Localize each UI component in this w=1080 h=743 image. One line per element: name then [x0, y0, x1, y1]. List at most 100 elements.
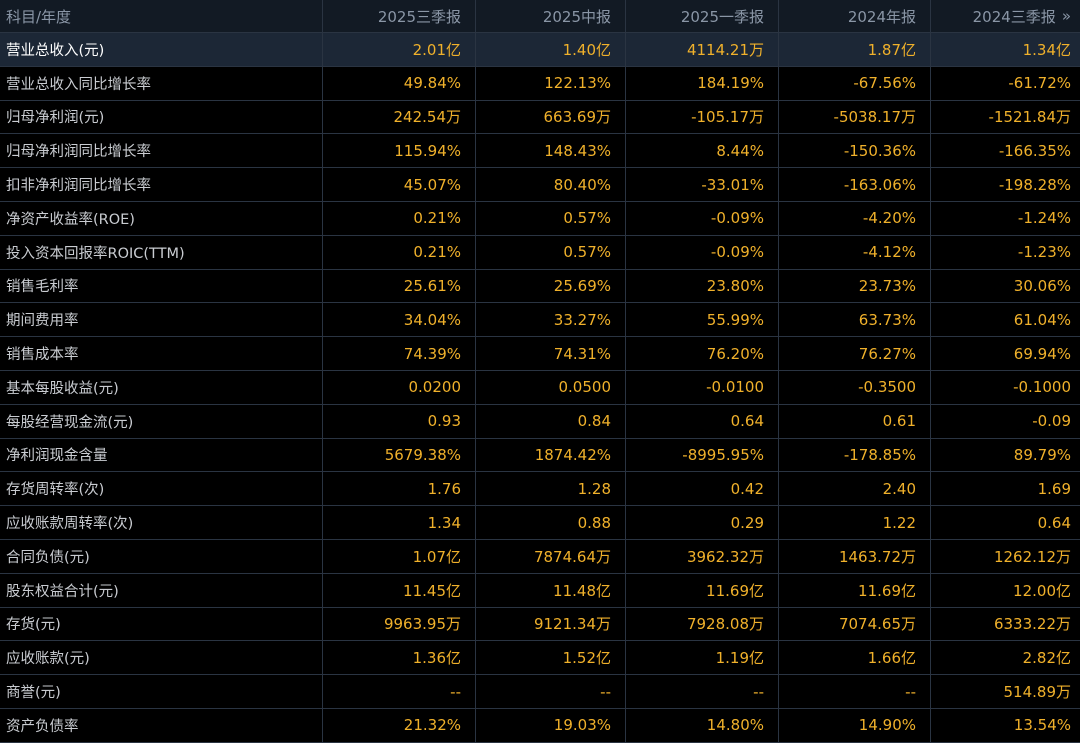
- table-row[interactable]: 营业总收入同比增长率 49.84% 122.13% 184.19% -67.56% -61…: [0, 66, 1080, 101]
- row-label: 归母净利润同比增长率: [0, 134, 323, 168]
- table-row[interactable]: 应收账款(元) 1.36亿 1.52亿 1.19亿 1.66亿 2.82亿: [0, 641, 1080, 676]
- row-label: 扣非净利润同比增长率: [0, 168, 323, 201]
- row-label: 归母净利润(元): [0, 100, 323, 134]
- header-period-4[interactable]: 2024年报: [779, 0, 931, 32]
- table-row[interactable]: 销售成本率 74.39% 74.31% 76.20% 76.27% 69.94%: [0, 337, 1080, 371]
- row-value-period-2: 0.84: [476, 404, 626, 438]
- table-row[interactable]: 合同负债(元) 1.07亿 7874.64万 3962.32万 1463.72万 1262…: [0, 539, 1080, 574]
- row-value-period-5: -1.23%: [1017, 243, 1071, 262]
- row-label: 投入资本回报率ROIC(TTM): [0, 235, 323, 269]
- row-value-period-1: 11.45亿: [323, 573, 476, 607]
- table-row[interactable]: 归母净利润(元) 242.54万 663.69万 -105.17万 -5038.17万 -…: [0, 100, 1080, 135]
- row-value-period-5: -1521.84万: [988, 108, 1071, 127]
- row-value-period-4: -163.06%: [779, 168, 931, 201]
- row-value-period-1: 1.07亿: [323, 539, 476, 573]
- row-value-period-5: -166.35%: [998, 141, 1071, 160]
- header-period-1[interactable]: 2025三季报: [323, 0, 476, 32]
- row-value-period-2: 80.40%: [476, 168, 626, 201]
- row-value-period-4: -178.85%: [779, 438, 931, 472]
- row-value-period-5: 2.82亿: [1022, 649, 1071, 668]
- row-value-period-1: 242.54万: [323, 100, 476, 134]
- row-value-period-5: 0.64: [1037, 513, 1071, 532]
- table-row[interactable]: 资产负债率 21.32% 19.03% 14.80% 14.90% 13.54%: [0, 708, 1080, 743]
- table-row[interactable]: 基本每股收益(元) 0.0200 0.0500 -0.0100 -0.3500 -0.10…: [0, 370, 1080, 405]
- row-value-period-4: -150.36%: [779, 134, 931, 168]
- row-value-period-1: 25.61%: [323, 269, 476, 303]
- row-value-period-1: 9963.95万: [323, 607, 476, 641]
- row-value-period-2: 33.27%: [476, 303, 626, 337]
- row-value-period-3: -0.0100: [626, 370, 779, 404]
- header-period-5[interactable]: 2024三季报 »: [931, 0, 1080, 32]
- row-label: 销售成本率: [0, 337, 323, 370]
- table-row[interactable]: 存货(元) 9963.95万 9121.34万 7928.08万 7074.65万 633…: [0, 607, 1080, 642]
- row-value-period-2: 11.48亿: [476, 573, 626, 607]
- row-value-period-3: -8995.95%: [626, 438, 779, 472]
- row-value-period-2: 1.28: [476, 472, 626, 506]
- row-label: 应收账款周转率(次): [0, 506, 323, 539]
- row-label: 合同负债(元): [0, 539, 323, 573]
- row-value-period-4: -67.56%: [779, 66, 931, 100]
- table-row[interactable]: 销售毛利率 25.61% 25.69% 23.80% 23.73% 30.06%: [0, 269, 1080, 304]
- table-body: 营业总收入(元) 2.01亿 1.40亿 4114.21万 1.87亿 1.34亿 营业总收…: [0, 33, 1080, 743]
- more-columns-icon[interactable]: »: [1061, 7, 1071, 25]
- row-value-period-1: 45.07%: [323, 168, 476, 201]
- row-value-period-1: 0.21%: [323, 235, 476, 269]
- row-value-period-2: 74.31%: [476, 337, 626, 370]
- row-label: 净资产收益率(ROE): [0, 201, 323, 235]
- row-value-period-2: 663.69万: [476, 100, 626, 134]
- table-row[interactable]: 营业总收入(元) 2.01亿 1.40亿 4114.21万 1.87亿 1.34亿: [0, 33, 1080, 67]
- table-row[interactable]: 净资产收益率(ROE) 0.21% 0.57% -0.09% -4.20% -1.24%: [0, 201, 1080, 236]
- row-value-period-2: --: [476, 675, 626, 708]
- table-row[interactable]: 股东权益合计(元) 11.45亿 11.48亿 11.69亿 11.69亿 12.00亿: [0, 573, 1080, 608]
- row-label: 期间费用率: [0, 303, 323, 337]
- row-value-period-4: --: [779, 675, 931, 708]
- row-value-period-3: 0.42: [626, 472, 779, 506]
- header-period-3[interactable]: 2025一季报: [626, 0, 779, 32]
- row-value-period-3: -0.09%: [626, 201, 779, 235]
- row-label: 基本每股收益(元): [0, 370, 323, 404]
- row-value-period-1: 115.94%: [323, 134, 476, 168]
- row-value-period-4: 14.90%: [779, 708, 931, 742]
- header-subject-year: 科目/年度: [0, 0, 323, 32]
- row-value-period-2: 122.13%: [476, 66, 626, 100]
- row-value-period-5: 12.00亿: [1013, 581, 1071, 600]
- table-header-row: 科目/年度 2025三季报 2025中报 2025一季报 2024年报 2024…: [0, 0, 1080, 33]
- row-value-period-4: 76.27%: [779, 337, 931, 370]
- row-value-period-4: -0.3500: [779, 370, 931, 404]
- row-value-period-2: 19.03%: [476, 708, 626, 742]
- row-value-period-1: 5679.38%: [323, 438, 476, 472]
- row-value-period-3: 0.29: [626, 506, 779, 539]
- table-row[interactable]: 商誉(元) -- -- -- -- 514.89万: [0, 675, 1080, 709]
- table-row[interactable]: 投入资本回报率ROIC(TTM) 0.21% 0.57% -0.09% -4.12% -1…: [0, 235, 1080, 270]
- row-label: 营业总收入同比增长率: [0, 66, 323, 100]
- row-value-period-2: 9121.34万: [476, 607, 626, 641]
- row-value-period-3: --: [626, 675, 779, 708]
- row-value-period-3: 76.20%: [626, 337, 779, 370]
- table-row[interactable]: 期间费用率 34.04% 33.27% 55.99% 63.73% 61.04%: [0, 303, 1080, 338]
- row-label: 存货周转率(次): [0, 472, 323, 506]
- table-row[interactable]: 存货周转率(次) 1.76 1.28 0.42 2.40 1.69: [0, 472, 1080, 507]
- row-label: 商誉(元): [0, 675, 323, 708]
- row-value-period-3: 14.80%: [626, 708, 779, 742]
- row-value-period-5: -0.1000: [1013, 378, 1071, 397]
- row-value-period-3: 7928.08万: [626, 607, 779, 641]
- table-row[interactable]: 每股经营现金流(元) 0.93 0.84 0.64 0.61 -0.09: [0, 404, 1080, 439]
- row-label: 应收账款(元): [0, 641, 323, 675]
- table-row[interactable]: 净利润现金含量 5679.38% 1874.42% -8995.95% -178.85%…: [0, 438, 1080, 473]
- row-value-period-5: 1.34亿: [1022, 40, 1071, 59]
- row-value-period-3: 1.19亿: [626, 641, 779, 675]
- row-value-period-1: 2.01亿: [323, 33, 476, 66]
- row-value-period-1: 0.93: [323, 404, 476, 438]
- row-value-period-1: 49.84%: [323, 66, 476, 100]
- row-value-period-1: --: [323, 675, 476, 708]
- table-row[interactable]: 归母净利润同比增长率 115.94% 148.43% 8.44% -150.36% -16…: [0, 134, 1080, 169]
- table-row[interactable]: 应收账款周转率(次) 1.34 0.88 0.29 1.22 0.64: [0, 506, 1080, 540]
- row-value-period-2: 0.0500: [476, 370, 626, 404]
- row-value-period-3: 3962.32万: [626, 539, 779, 573]
- header-period-2[interactable]: 2025中报: [476, 0, 626, 32]
- table-row[interactable]: 扣非净利润同比增长率 45.07% 80.40% -33.01% -163.06% -19…: [0, 168, 1080, 202]
- row-value-period-2: 0.57%: [476, 201, 626, 235]
- row-label: 股东权益合计(元): [0, 573, 323, 607]
- row-value-period-4: 63.73%: [779, 303, 931, 337]
- row-value-period-4: 1.66亿: [779, 641, 931, 675]
